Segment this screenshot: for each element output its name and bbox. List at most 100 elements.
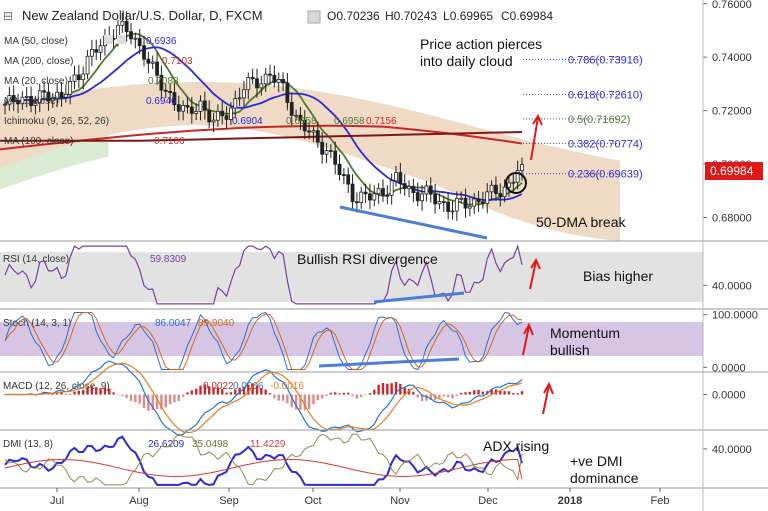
annotation-cloud: Price action pierces into daily cloud	[420, 36, 542, 69]
candle	[159, 65, 164, 100]
candle	[341, 168, 346, 185]
legend-ma50: MA (50, close)	[4, 36, 68, 47]
candle	[424, 180, 429, 202]
candle	[181, 100, 186, 121]
macd-bar	[273, 394, 276, 399]
macd-bar	[360, 394, 363, 398]
adx-value: 11.4229	[250, 439, 286, 450]
macd-bar	[329, 392, 333, 395]
candle	[37, 83, 42, 113]
macd-bar	[451, 394, 454, 399]
candle	[59, 82, 64, 107]
settings-icon[interactable]	[307, 10, 321, 24]
macd-bar	[264, 389, 267, 395]
candle	[398, 162, 403, 194]
price-arrow	[530, 113, 543, 161]
price-tick-label: 0.76000	[712, 0, 752, 11]
candle	[489, 180, 494, 201]
macd-bar	[512, 393, 515, 395]
macd-bar	[121, 394, 124, 396]
macd-bar	[221, 389, 224, 395]
macd-bar	[503, 391, 506, 395]
rsi-value: 59.8309	[150, 254, 187, 265]
macd-bar	[473, 390, 476, 395]
macd-bar	[286, 394, 289, 404]
macd-bar	[499, 390, 502, 395]
stoch-d-line	[4, 312, 523, 370]
macd-bar	[320, 394, 324, 399]
candle	[459, 191, 464, 204]
macd-bar	[381, 382, 385, 395]
time-axis: Jul Aug Sep Oct Nov Dec 2018 Feb	[50, 488, 669, 507]
candle	[24, 86, 29, 108]
annotation-rsi-div: Bullish RSI divergence	[297, 251, 438, 267]
macd-bar	[407, 388, 411, 395]
candle	[346, 167, 351, 194]
candle	[176, 95, 181, 121]
stoch-k-value: 86.0047	[155, 318, 192, 329]
stoch-d-value: 89.9040	[198, 318, 235, 329]
macd-bar	[155, 394, 159, 410]
macd-bar	[190, 390, 194, 395]
legend-ma20-val: 0.7088	[148, 76, 179, 87]
ichimoku-cloud	[0, 81, 620, 241]
candle	[281, 72, 285, 91]
rsi-title: RSI (14, close)	[3, 254, 69, 265]
ma-break-circle	[505, 172, 527, 194]
candle	[163, 84, 168, 99]
legend-ichi-val-4: 0.7156	[366, 116, 397, 127]
annotation-momentum: Momentum bullish	[550, 325, 620, 358]
macd-bar	[164, 394, 167, 408]
macd-bar	[255, 385, 259, 395]
candle	[294, 109, 298, 121]
candle	[16, 93, 20, 114]
candle	[146, 51, 151, 74]
candle	[3, 99, 7, 115]
candle	[242, 80, 246, 107]
macd-bar	[82, 390, 85, 395]
dmi-minus-line	[4, 433, 523, 486]
legend-ma20: MA (20, close)	[4, 76, 68, 87]
macd-bar	[438, 394, 441, 399]
candle	[7, 86, 12, 111]
candle	[368, 183, 372, 210]
candle	[394, 165, 398, 187]
candle	[29, 86, 33, 113]
macd-bar	[90, 385, 94, 395]
candle	[389, 173, 394, 205]
candle	[333, 141, 338, 175]
price-badge-bg	[705, 162, 763, 180]
macd-bar	[507, 391, 511, 395]
candle	[150, 55, 155, 70]
candle	[428, 177, 433, 203]
macd-bar	[355, 394, 359, 399]
ohlc-o: O0.70236	[327, 9, 380, 23]
candle	[420, 185, 424, 211]
legend-ma50-val: 0.6936	[146, 36, 177, 47]
candle	[268, 64, 272, 86]
macd-bar	[429, 394, 432, 400]
price-support-trendline	[339, 205, 488, 240]
macd-bar	[125, 394, 128, 399]
macd-bar	[516, 393, 519, 395]
macd-bar	[68, 393, 72, 395]
macd-bar	[347, 392, 350, 395]
candle	[363, 183, 368, 203]
candlesticks	[3, 11, 524, 221]
legend-eye-icon-1[interactable]	[104, 35, 113, 44]
fib-label: 0.236(0.69639)	[568, 169, 643, 181]
price-legend: MA (50, close) 0.6936 MA (200, close) 0.…	[4, 35, 397, 147]
candle	[255, 68, 259, 98]
macd-bar	[160, 394, 163, 410]
price-axis-bg	[703, 0, 768, 241]
candle	[311, 125, 316, 143]
candle	[289, 93, 294, 126]
candle	[76, 64, 81, 88]
candle	[250, 68, 255, 85]
legend-eye-icon-2[interactable]	[117, 35, 126, 44]
indicator-axes: 40.0000 100.0000 0.0000 0.0000 40.0000	[703, 280, 758, 456]
collapse-icon[interactable]: ⊟	[3, 9, 13, 23]
candle	[437, 193, 442, 210]
legend-ichi-val-1: 0.6904	[232, 116, 263, 127]
macd-arrow	[542, 381, 554, 415]
